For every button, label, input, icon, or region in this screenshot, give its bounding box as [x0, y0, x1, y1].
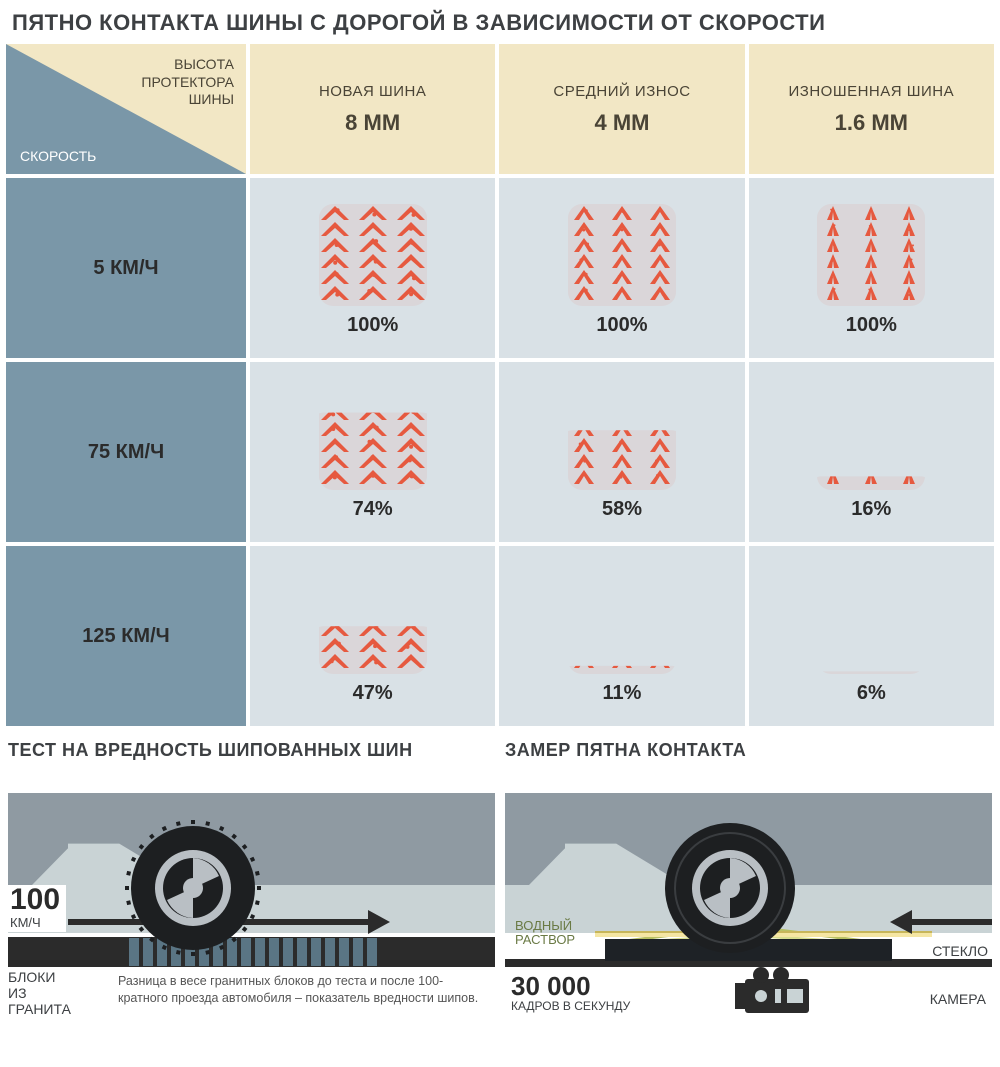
contact-measure-diagram: ВОДНЫЙ РАСТВОР СТЕКЛО — [505, 767, 992, 1027]
contact-patch-cell: 58% — [499, 362, 744, 542]
speed-indicator: 100 КМ/Ч — [8, 885, 66, 932]
stud-test-section: ТЕСТ НА ВРЕДНОСТЬ ШИПОВАННЫХ ШИН 100 КМ/… — [8, 740, 495, 1027]
speed-unit: КМ/Ч — [10, 915, 60, 930]
contact-patch-cell: 100% — [499, 178, 744, 358]
fps-unit: КАДРОВ В СЕКУНДУ — [511, 999, 630, 1013]
contact-percent: 58% — [602, 498, 642, 521]
speed-axis-label: СКОРОСТЬ — [20, 148, 96, 164]
speed-value: 100 — [10, 885, 60, 915]
contact-percent: 47% — [353, 682, 393, 705]
contact-patch-cell: 47% — [250, 546, 495, 726]
section-title: ТЕСТ НА ВРЕДНОСТЬ ШИПОВАННЫХ ШИН — [8, 740, 495, 761]
tread-print-icon — [562, 200, 682, 310]
contact-percent: 100% — [846, 314, 897, 337]
stud-test-diagram: 100 КМ/Ч — [8, 767, 495, 1027]
contact-measure-section: ЗАМЕР ПЯТНА КОНТАКТА ВОДНЫЙ РАСТВОР — [505, 740, 992, 1027]
contact-percent: 100% — [596, 314, 647, 337]
stud-test-caption: Разница в весе гранитных блоков до теста… — [118, 973, 489, 1007]
glass-label: СТЕКЛО — [932, 943, 988, 959]
contact-percent: 100% — [347, 314, 398, 337]
tread-print-icon — [562, 384, 682, 494]
col-depth: 8 ММ — [345, 110, 400, 136]
fps-value: 30 000 — [511, 973, 630, 999]
col-header-worn: ИЗНОШЕННАЯ ШИНА 1.6 ММ — [749, 44, 994, 174]
fps-indicator: 30 000 КАДРОВ В СЕКУНДУ — [511, 973, 630, 1013]
col-header-new: НОВАЯ ШИНА 8 ММ — [250, 44, 495, 174]
tread-depth-label-3: ШИНЫ — [141, 91, 234, 109]
contact-patch-table: ВЫСОТА ПРОТЕКТОРА ШИНЫ СКОРОСТЬ НОВАЯ ШИ… — [0, 44, 1000, 726]
contact-patch-cell: 11% — [499, 546, 744, 726]
tread-depth-label-2: ПРОТЕКТОРА — [141, 74, 234, 92]
col-title: СРЕДНИЙ ИЗНОС — [553, 83, 690, 100]
arrow-left-icon — [890, 910, 912, 934]
contact-patch-cell: 100% — [749, 178, 994, 358]
col-header-medium: СРЕДНИЙ ИЗНОС 4 ММ — [499, 44, 744, 174]
tread-print-icon — [313, 200, 433, 310]
contact-patch-cell: 16% — [749, 362, 994, 542]
contact-percent: 74% — [353, 498, 393, 521]
col-depth: 4 ММ — [594, 110, 649, 136]
tread-depth-label-1: ВЫСОТА — [141, 56, 234, 74]
contact-patch-cell: 6% — [749, 546, 994, 726]
studded-wheel-icon — [118, 813, 268, 963]
tread-print-icon — [562, 568, 682, 678]
row-header: 5 КМ/Ч — [6, 178, 246, 358]
row-header: 75 КМ/Ч — [6, 362, 246, 542]
contact-patch-cell: 74% — [250, 362, 495, 542]
granite-label: БЛОКИ ИЗ ГРАНИТА — [8, 969, 108, 1017]
section-title: ЗАМЕР ПЯТНА КОНТАКТА — [505, 740, 992, 761]
col-title: НОВАЯ ШИНА — [319, 83, 426, 100]
smooth-wheel-icon — [655, 813, 805, 963]
page-title: ПЯТНО КОНТАКТА ШИНЫ С ДОРОГОЙ В ЗАВИСИМО… — [0, 0, 1000, 44]
contact-percent: 16% — [851, 498, 891, 521]
contact-percent: 11% — [603, 682, 642, 705]
camera-icon — [735, 967, 825, 1017]
contact-percent: 6% — [857, 682, 886, 705]
row-header: 125 КМ/Ч — [6, 546, 246, 726]
arrow-right-icon — [368, 910, 390, 934]
water-solution-label: ВОДНЫЙ РАСТВОР — [515, 919, 575, 948]
col-depth: 1.6 ММ — [835, 110, 908, 136]
contact-patch-cell: 100% — [250, 178, 495, 358]
tread-print-icon — [313, 384, 433, 494]
col-title: ИЗНОШЕННАЯ ШИНА — [789, 83, 955, 100]
tread-print-icon — [811, 568, 931, 678]
tread-print-icon — [811, 200, 931, 310]
table-corner-header: ВЫСОТА ПРОТЕКТОРА ШИНЫ СКОРОСТЬ — [6, 44, 246, 174]
camera-label: КАМЕРА — [930, 991, 986, 1007]
tread-print-icon — [313, 568, 433, 678]
tread-print-icon — [811, 384, 931, 494]
